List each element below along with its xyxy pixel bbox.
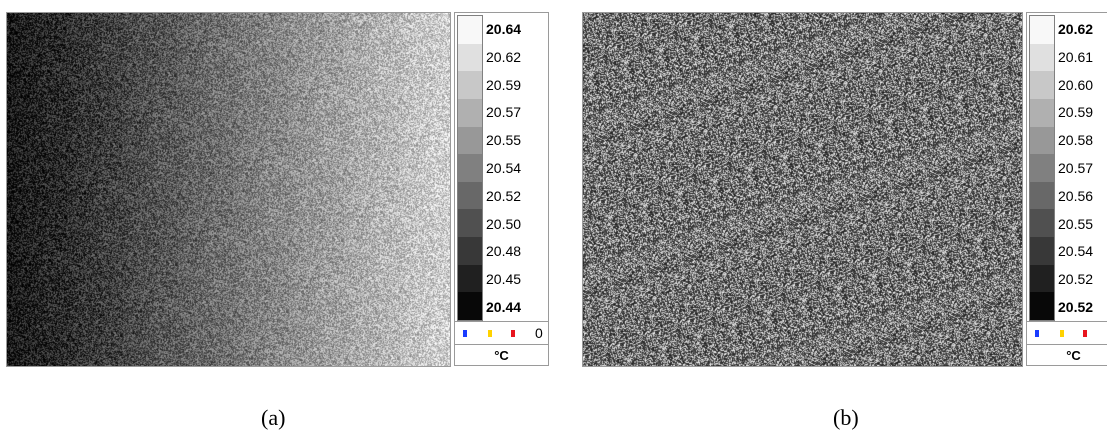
thermal-image-a bbox=[6, 12, 451, 367]
caption-a: (a) bbox=[261, 405, 286, 430]
ramp-step bbox=[1030, 237, 1054, 265]
grayscale-ramp-b bbox=[1029, 15, 1055, 321]
scale-label: 20.62 bbox=[486, 48, 522, 65]
scale-label: 20.50 bbox=[486, 215, 522, 232]
thermal-image-b bbox=[582, 12, 1023, 367]
yellow-marker-icon bbox=[488, 330, 492, 337]
scale-label: 20.54 bbox=[1058, 243, 1094, 260]
color-scale-a: 20.64 20.62 20.59 20.57 20.55 20.54 20.5… bbox=[454, 12, 549, 366]
marker-row-a: 0 bbox=[455, 321, 548, 345]
grayscale-ramp-a bbox=[457, 15, 483, 321]
scale-label: 20.59 bbox=[1058, 104, 1094, 121]
scale-label: 20.44 bbox=[486, 299, 522, 316]
ramp-step bbox=[458, 154, 482, 182]
ramp-step bbox=[1030, 43, 1054, 72]
ramp-step bbox=[458, 43, 482, 72]
ramp-step bbox=[1030, 126, 1054, 155]
thermal-canvas-b bbox=[583, 13, 1022, 366]
ramp-step bbox=[458, 181, 482, 210]
ramp-step bbox=[458, 209, 482, 238]
ramp-step bbox=[458, 237, 482, 265]
scale-label: 20.45 bbox=[486, 271, 522, 288]
scale-label: 20.64 bbox=[486, 20, 522, 37]
red-marker-icon bbox=[1083, 330, 1087, 337]
blue-marker-icon bbox=[463, 330, 467, 337]
scale-label: 20.59 bbox=[486, 76, 522, 93]
marker-value: 0 bbox=[535, 325, 543, 341]
scale-label: 20.52 bbox=[1058, 271, 1094, 288]
scale-label: 20.52 bbox=[486, 187, 522, 204]
scale-label: 20.48 bbox=[486, 243, 522, 260]
ramp-step bbox=[458, 292, 482, 321]
caption-b: (b) bbox=[833, 405, 859, 430]
scale-label: 20.52 bbox=[1058, 299, 1094, 316]
ramp-step bbox=[458, 16, 482, 44]
scale-label: 20.55 bbox=[486, 132, 522, 149]
scale-label: 20.60 bbox=[1058, 76, 1094, 93]
ramp-step bbox=[1030, 71, 1054, 99]
scale-label: 20.57 bbox=[486, 104, 522, 121]
marker-row-b: 0 bbox=[1027, 321, 1107, 345]
scale-labels-b: 20.62 20.61 20.60 20.59 20.58 20.57 20.5… bbox=[1057, 15, 1107, 321]
scale-label: 20.56 bbox=[1058, 187, 1094, 204]
ramp-step bbox=[1030, 209, 1054, 238]
ramp-step bbox=[1030, 16, 1054, 44]
scale-label: 20.58 bbox=[1058, 132, 1094, 149]
scale-labels-a: 20.64 20.62 20.59 20.57 20.55 20.54 20.5… bbox=[485, 15, 546, 321]
ramp-step bbox=[458, 126, 482, 155]
ramp-step bbox=[1030, 154, 1054, 182]
blue-marker-icon bbox=[1035, 330, 1039, 337]
ramp-step bbox=[1030, 98, 1054, 127]
ramp-step bbox=[458, 264, 482, 293]
ramp-step bbox=[458, 71, 482, 99]
thermal-canvas-a bbox=[7, 13, 450, 366]
scale-label: 20.57 bbox=[1058, 159, 1094, 176]
ramp-step bbox=[458, 98, 482, 127]
ramp-step bbox=[1030, 181, 1054, 210]
yellow-marker-icon bbox=[1060, 330, 1064, 337]
ramp-step bbox=[1030, 264, 1054, 293]
red-marker-icon bbox=[511, 330, 515, 337]
unit-label-a: °C bbox=[455, 344, 548, 368]
scale-label: 20.62 bbox=[1058, 20, 1094, 37]
ramp-step bbox=[1030, 292, 1054, 321]
scale-label: 20.61 bbox=[1058, 48, 1094, 65]
scale-label: 20.55 bbox=[1058, 215, 1094, 232]
unit-label-b: °C bbox=[1027, 344, 1107, 368]
color-scale-b: 20.62 20.61 20.60 20.59 20.58 20.57 20.5… bbox=[1026, 12, 1107, 366]
scale-label: 20.54 bbox=[486, 159, 522, 176]
